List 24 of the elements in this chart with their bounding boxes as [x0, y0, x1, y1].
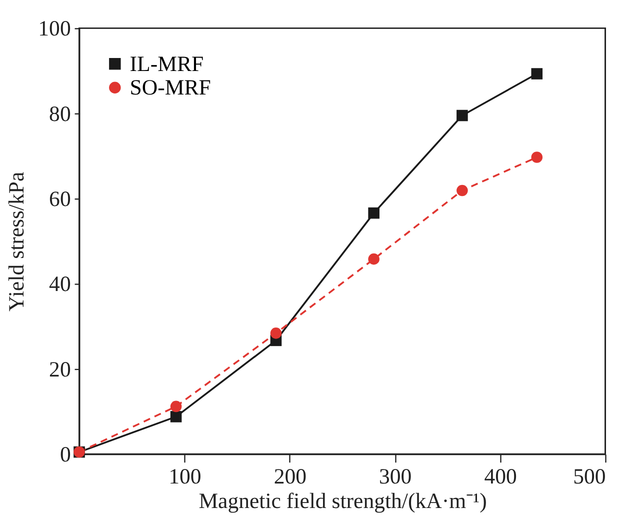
x-axis-title: Magnetic field strength/(kA·m⁻¹) — [198, 489, 487, 514]
point — [170, 400, 182, 412]
y-tick-label: 60 — [49, 187, 71, 212]
point — [368, 253, 380, 265]
point — [170, 411, 182, 422]
point — [368, 207, 380, 219]
point — [270, 328, 282, 339]
y-tick-label: 20 — [49, 357, 71, 382]
y-tick-label: 40 — [49, 272, 71, 296]
y-tick-label: 0 — [60, 442, 71, 467]
x-tick-label: 200 — [274, 464, 307, 488]
x-tick-label: 500 — [573, 464, 606, 488]
legend-label: SO-MRF — [130, 76, 211, 100]
y-axis-title: Yield stress/kPa — [4, 171, 28, 312]
y-tick-label: 80 — [49, 102, 71, 126]
x-tick-label: 300 — [379, 464, 412, 488]
point — [456, 184, 468, 196]
point — [456, 110, 468, 122]
y-tick-label: 100 — [38, 16, 71, 41]
point — [531, 152, 543, 163]
legend-label: IL-MRF — [130, 52, 204, 76]
x-tick-label: 100 — [168, 464, 202, 488]
point — [531, 68, 543, 80]
x-tick-label: 400 — [484, 464, 518, 488]
